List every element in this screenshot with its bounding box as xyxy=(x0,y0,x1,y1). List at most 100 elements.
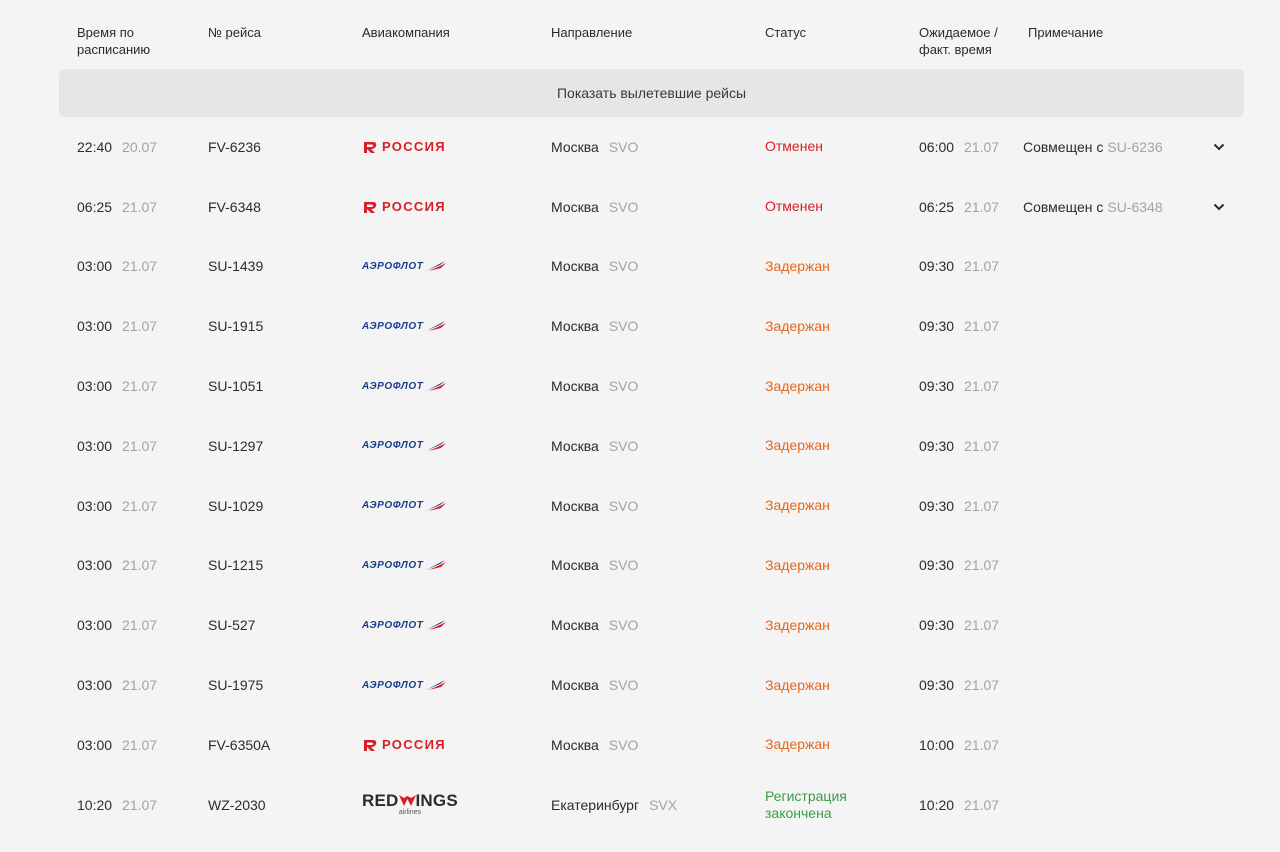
airline-cell: РОССИЯ xyxy=(362,177,472,237)
flight-row[interactable]: 06:25 21.07 FV-6348 РОССИЯ Москва SVO Отменен 0… xyxy=(0,177,1280,237)
expected-date: 21.07 xyxy=(964,318,1000,335)
flight-row[interactable]: 03:00 21.07 FV-6350A РОССИЯ Москва SVO Задержа… xyxy=(0,715,1280,775)
scheduled-date: 21.07 xyxy=(122,677,158,694)
expected-date: 21.07 xyxy=(964,796,1000,813)
destination-code: SVO xyxy=(608,677,639,694)
flight-number: FV-6350A xyxy=(208,736,271,753)
expected-cell: 10:20 21.07 xyxy=(919,775,999,835)
note-cell: Совмещен с SU-6348 xyxy=(1023,177,1163,237)
expected-cell: 06:25 21.07 xyxy=(919,177,999,237)
scheduled-time: 03:00 xyxy=(77,437,113,454)
flight-row[interactable]: 03:00 21.07 SU-1439 АЭРОФЛОТ Москва SVO Задерж… xyxy=(0,237,1280,297)
aeroflot-wing-icon xyxy=(426,500,447,512)
expected-time: 10:20 xyxy=(919,796,955,813)
destination-cell: Екатеринбург SVX xyxy=(551,775,677,835)
expected-time: 10:00 xyxy=(919,736,955,753)
aeroflot-wing-icon xyxy=(426,261,447,272)
redwings-logo-sub: airlines xyxy=(398,809,422,817)
expand-chevron-icon[interactable] xyxy=(1208,177,1230,237)
flight-number: WZ-2030 xyxy=(208,796,266,813)
flight-number: SU-1051 xyxy=(208,378,264,395)
scheduled-cell: 10:20 21.07 xyxy=(77,775,157,835)
destination-code: SVO xyxy=(608,138,639,155)
airline-cell: АЭРОФЛОТ xyxy=(362,536,472,596)
flight-row[interactable]: 22:40 20.07 FV-6236 РОССИЯ Москва SVO Отменен 0… xyxy=(0,117,1280,177)
note-flight: SU-6236 xyxy=(1107,138,1163,155)
expected-cell: 09:30 21.07 xyxy=(919,595,999,655)
redwings-logo-red: RED xyxy=(362,791,399,811)
flight-number: SU-1215 xyxy=(208,557,264,574)
expected-time: 09:30 xyxy=(919,677,955,694)
column-header-scheduled: Время по расписанию xyxy=(77,25,151,57)
scheduled-date: 21.07 xyxy=(122,557,158,574)
expected-date: 21.07 xyxy=(964,378,1000,395)
expected-date: 21.07 xyxy=(964,736,1000,753)
flight-number: SU-1975 xyxy=(208,677,264,694)
flight-row[interactable]: 03:00 21.07 SU-527 АЭРОФЛОТ Москва SVO Задержа… xyxy=(0,595,1280,655)
destination-cell: Москва SVO xyxy=(551,296,638,356)
aeroflot-wing-icon xyxy=(426,321,447,332)
flight-number: FV-6348 xyxy=(208,198,261,215)
destination-city: Москва xyxy=(551,138,599,155)
destination-cell: Москва SVO xyxy=(551,117,638,177)
expected-cell: 09:30 21.07 xyxy=(919,237,999,297)
column-header-note: Примечание xyxy=(1028,25,1104,40)
scheduled-cell: 03:00 21.07 xyxy=(77,296,157,356)
aeroflot-logo-text: АЭРОФЛОТ xyxy=(362,500,424,512)
aeroflot-logo: АЭРОФЛОТ xyxy=(362,679,447,691)
expected-time: 06:00 xyxy=(919,138,955,155)
destination-code: SVO xyxy=(608,437,639,454)
table-header: Время по расписанию № рейса Авиакомпания… xyxy=(0,0,1280,68)
aeroflot-logo: АЭРОФЛОТ xyxy=(362,440,447,452)
flight-row[interactable]: 03:00 21.07 SU-1215 АЭРОФЛОТ Москва SVO Задерж… xyxy=(0,536,1280,596)
note-cell: Совмещен с SU-6236 xyxy=(1023,117,1163,177)
destination-cell: Москва SVO xyxy=(551,595,638,655)
expected-cell: 09:30 21.07 xyxy=(919,416,999,476)
destination-code: SVO xyxy=(608,258,639,275)
airline-cell: РОССИЯ xyxy=(362,715,472,775)
scheduled-cell: 03:00 21.07 xyxy=(77,595,157,655)
status-badge: Отменен xyxy=(765,198,823,215)
scheduled-date: 21.07 xyxy=(122,318,158,335)
expected-date: 21.07 xyxy=(964,198,1000,215)
flight-row[interactable]: 03:00 21.07 SU-1975 АЭРОФЛОТ Москва SVO Задерж… xyxy=(0,655,1280,715)
show-departed-button[interactable]: Показать вылетевшие рейсы xyxy=(59,69,1244,117)
destination-cell: Москва SVO xyxy=(551,715,638,775)
aeroflot-logo-text: АЭРОФЛОТ xyxy=(362,260,424,272)
expected-time: 09:30 xyxy=(919,318,955,335)
destination-cell: Москва SVO xyxy=(551,476,638,536)
flight-row[interactable]: 03:00 21.07 SU-1051 АЭРОФЛОТ Москва SVO Задерж… xyxy=(0,356,1280,416)
flight-row[interactable]: 10:20 21.07 WZ-2030 RED INGS airlines Екатерин… xyxy=(0,775,1280,835)
destination-city: Москва xyxy=(551,736,599,753)
note-text: Совмещен с xyxy=(1023,198,1104,215)
note-flight: SU-6348 xyxy=(1107,198,1163,215)
scheduled-date: 21.07 xyxy=(122,617,158,634)
aeroflot-wing-icon xyxy=(426,381,447,392)
destination-city: Екатеринбург xyxy=(551,796,640,813)
status-badge: Задержан xyxy=(765,556,830,573)
column-header-destination: Направление xyxy=(551,25,633,40)
flight-number: FV-6236 xyxy=(208,138,261,155)
rossiya-logo: РОССИЯ xyxy=(362,737,446,753)
scheduled-time: 03:00 xyxy=(77,497,113,514)
airline-cell: RED INGS airlines xyxy=(362,775,472,835)
scheduled-date: 21.07 xyxy=(122,497,158,514)
scheduled-date: 21.07 xyxy=(122,198,158,215)
airline-cell: АЭРОФЛОТ xyxy=(362,655,472,715)
destination-code: SVO xyxy=(608,318,639,335)
scheduled-time: 03:00 xyxy=(77,557,113,574)
column-header-flight: № рейса xyxy=(208,25,262,40)
destination-city: Москва xyxy=(551,497,599,514)
destination-city: Москва xyxy=(551,677,599,694)
flight-row[interactable]: 03:00 21.07 SU-1297 АЭРОФЛОТ Москва SVO Задерж… xyxy=(0,416,1280,476)
expand-chevron-icon[interactable] xyxy=(1208,117,1230,177)
expected-cell: 09:30 21.07 xyxy=(919,356,999,416)
expected-date: 21.07 xyxy=(964,497,1000,514)
expected-time: 06:25 xyxy=(919,198,955,215)
flight-row[interactable]: 03:00 21.07 SU-1029 АЭРОФЛОТ Москва SVO Задерж… xyxy=(0,476,1280,536)
aeroflot-wing-icon xyxy=(426,560,447,571)
flight-row[interactable]: 03:00 21.07 SU-1915 АЭРОФЛОТ Москва SVO Задерж… xyxy=(0,296,1280,356)
expected-date: 21.07 xyxy=(964,677,1000,694)
destination-code: SVX xyxy=(649,796,678,813)
scheduled-time: 03:00 xyxy=(77,617,113,634)
